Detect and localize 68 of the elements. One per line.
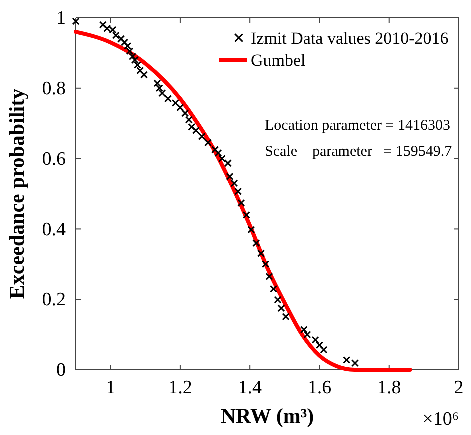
legend-label: Gumbel bbox=[251, 51, 306, 70]
point bbox=[214, 149, 222, 157]
y-tick-label: 0.4 bbox=[42, 219, 66, 240]
x-tick-label: 1.4 bbox=[238, 377, 262, 398]
point bbox=[99, 21, 107, 29]
point bbox=[164, 95, 172, 103]
x-tick-label: 2 bbox=[454, 377, 464, 398]
point bbox=[136, 67, 144, 75]
point bbox=[72, 18, 80, 26]
point bbox=[312, 336, 320, 344]
point bbox=[278, 304, 286, 312]
point bbox=[131, 56, 139, 64]
point bbox=[176, 104, 184, 112]
point bbox=[128, 52, 137, 61]
point bbox=[300, 326, 308, 334]
point bbox=[185, 116, 193, 124]
text: ×10⁶ bbox=[422, 409, 459, 430]
point bbox=[224, 160, 232, 168]
point bbox=[351, 360, 360, 368]
point bbox=[112, 32, 120, 40]
point bbox=[192, 126, 200, 134]
point bbox=[238, 199, 246, 207]
point bbox=[188, 123, 196, 131]
y-tick-label: 1 bbox=[56, 8, 66, 30]
point bbox=[343, 356, 351, 364]
y-tick-label: 0.8 bbox=[42, 78, 66, 100]
x-tick-label: 1.6 bbox=[308, 377, 332, 398]
point bbox=[252, 239, 260, 248]
point bbox=[172, 99, 180, 107]
point bbox=[134, 61, 142, 69]
point bbox=[182, 110, 190, 118]
point bbox=[262, 260, 270, 268]
point bbox=[218, 155, 226, 163]
point bbox=[154, 80, 162, 88]
x-axis-title: NRW (m³) bbox=[220, 404, 314, 428]
point bbox=[320, 346, 328, 354]
point bbox=[126, 48, 134, 56]
annotation: Scale parameter = 159549.7 bbox=[265, 144, 453, 160]
point bbox=[140, 71, 148, 79]
x-tick-label: 1.8 bbox=[377, 377, 402, 398]
y-tick-label: 0.6 bbox=[42, 148, 66, 170]
x-tick-label: 1.2 bbox=[168, 377, 192, 398]
point bbox=[304, 331, 312, 339]
point bbox=[226, 172, 234, 181]
y-tick-label: 0.2 bbox=[42, 290, 66, 311]
point bbox=[257, 250, 266, 258]
point bbox=[158, 90, 166, 98]
annotation: Location parameter = 1416303 bbox=[265, 118, 450, 134]
point bbox=[274, 296, 282, 304]
x-tick-label: 1 bbox=[106, 377, 116, 398]
y-tick-label: 0 bbox=[56, 360, 66, 382]
point bbox=[124, 42, 132, 50]
point bbox=[211, 146, 220, 154]
point bbox=[242, 211, 250, 219]
point bbox=[204, 139, 212, 147]
point bbox=[230, 180, 238, 188]
point bbox=[156, 84, 164, 92]
point bbox=[198, 132, 206, 140]
point bbox=[234, 188, 242, 196]
point bbox=[316, 342, 324, 350]
point bbox=[270, 285, 278, 293]
point bbox=[120, 38, 129, 46]
y-axis-title: Exceedance probability bbox=[5, 88, 29, 300]
legend-label: Izmit Data values 2010-2016 bbox=[251, 29, 449, 48]
point bbox=[117, 35, 126, 43]
point bbox=[266, 272, 274, 281]
point bbox=[282, 313, 290, 321]
point bbox=[248, 226, 256, 234]
